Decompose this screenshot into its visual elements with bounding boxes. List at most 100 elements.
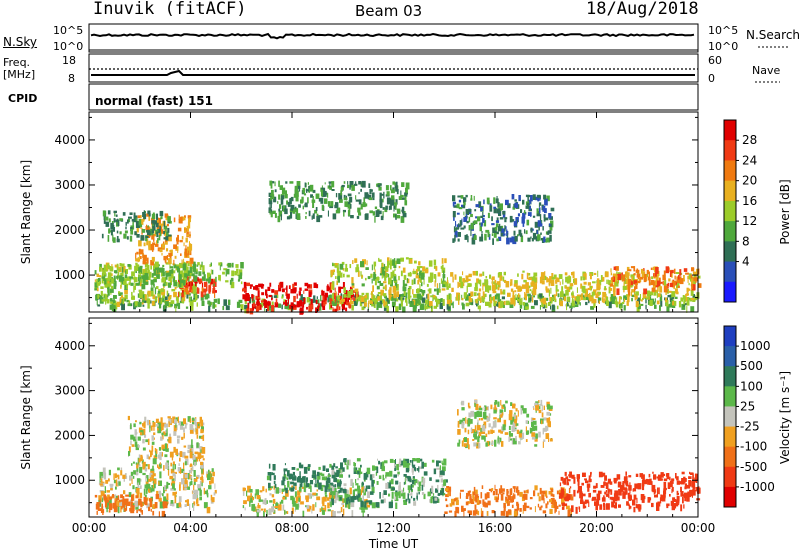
heatmap-cell (633, 506, 636, 513)
heatmap-cell (572, 290, 574, 294)
heatmap-cell (140, 237, 145, 240)
heatmap-cell (532, 406, 535, 409)
y-axis-label: Slant Range [km] (19, 160, 33, 264)
heatmap-cell (140, 218, 145, 222)
heatmap-cell (355, 483, 359, 486)
heatmap-cell (592, 496, 596, 501)
heatmap-cell (97, 294, 100, 299)
heatmap-region-6 (457, 399, 553, 450)
heatmap-cell (693, 277, 698, 282)
heatmap-cell (680, 480, 683, 483)
heatmap-cell (612, 285, 616, 292)
heatmap-cell (111, 304, 116, 312)
nsky-left-tick-top: 10^5 (53, 24, 84, 37)
heatmap-cell (318, 482, 322, 490)
heatmap-cell (566, 478, 569, 483)
heatmap-cell (659, 478, 663, 481)
heatmap-cell (305, 216, 307, 219)
heatmap-cell (268, 192, 272, 197)
heatmap-cell (374, 279, 377, 286)
heatmap-cell (124, 284, 128, 290)
heatmap-cell (110, 301, 113, 304)
heatmap-cell (281, 187, 286, 194)
heatmap-cell (242, 491, 245, 496)
heatmap-cell (385, 301, 387, 306)
heatmap-cell (443, 493, 446, 496)
heatmap-cell (189, 266, 193, 273)
heatmap-cell (435, 275, 437, 283)
heatmap-cell (489, 297, 493, 304)
heatmap-cell (673, 287, 675, 290)
heatmap-cell (105, 294, 108, 302)
heatmap-cell (384, 270, 387, 277)
heatmap-cell (563, 490, 565, 496)
heatmap-cell (566, 482, 569, 486)
heatmap-cell (554, 506, 557, 512)
heatmap-cell (381, 198, 384, 203)
heatmap-cell (497, 401, 500, 407)
heatmap-cell (614, 498, 618, 502)
heatmap-cell (521, 284, 526, 289)
heatmap-cell (157, 422, 161, 428)
heatmap-cell (417, 480, 419, 485)
heatmap-cell (130, 282, 134, 286)
heatmap-cell (137, 301, 142, 307)
heatmap-cell (405, 182, 410, 190)
heatmap-cell (485, 433, 488, 437)
heatmap-cell (459, 419, 463, 425)
heatmap-cell (159, 451, 162, 455)
heatmap-cell (530, 236, 532, 239)
heatmap-cell (513, 414, 516, 419)
heatmap-cell (124, 230, 128, 234)
heatmap-cell (439, 282, 441, 290)
heatmap-cell (597, 490, 602, 494)
heatmap-cell (167, 468, 170, 476)
heatmap-cell (419, 275, 421, 279)
heatmap-cell (270, 202, 272, 209)
heatmap-cell (541, 404, 543, 412)
heatmap-cell (281, 296, 284, 299)
heatmap-cell (625, 483, 629, 487)
heatmap-cell (175, 306, 177, 312)
heatmap-cell (147, 269, 150, 274)
heatmap-cell (549, 223, 551, 227)
heatmap-cell (264, 299, 266, 305)
heatmap-cell (585, 301, 588, 306)
heatmap-cell (165, 258, 167, 264)
heatmap-cell (629, 506, 632, 509)
heatmap-cell (336, 304, 339, 311)
heatmap-cell (157, 290, 161, 294)
heatmap-cell (126, 503, 128, 511)
heatmap-cell (398, 196, 402, 200)
heatmap-cell (143, 254, 147, 262)
heatmap-cell (129, 475, 132, 481)
heatmap-cell (113, 473, 115, 480)
heatmap-cell (472, 439, 475, 441)
heatmap-cell (255, 489, 259, 496)
heatmap-cell (131, 271, 135, 277)
heatmap-cell (143, 488, 146, 496)
heatmap-cell (435, 266, 438, 271)
heatmap-cell (144, 261, 147, 268)
heatmap-cell (101, 475, 103, 481)
heatmap-cell (327, 509, 331, 512)
heatmap-cell (633, 266, 636, 272)
heatmap-cell (382, 493, 384, 499)
heatmap-cell (618, 489, 622, 496)
heatmap-cell (636, 497, 638, 504)
heatmap-cell (626, 266, 630, 271)
heatmap-cell (505, 400, 508, 404)
heatmap-cell (163, 255, 166, 261)
heatmap-cell (496, 303, 499, 307)
heatmap-cell (564, 488, 566, 495)
heatmap-cell (127, 219, 129, 224)
heatmap-cell (315, 307, 318, 313)
heatmap-cell (213, 283, 215, 287)
heatmap-cell (640, 303, 644, 306)
heatmap-cell (493, 207, 497, 214)
heatmap-cell (396, 298, 399, 302)
heatmap-cell (136, 251, 139, 255)
heatmap-cell (190, 281, 192, 288)
heatmap-cell (425, 299, 429, 305)
heatmap-cell (150, 243, 155, 251)
